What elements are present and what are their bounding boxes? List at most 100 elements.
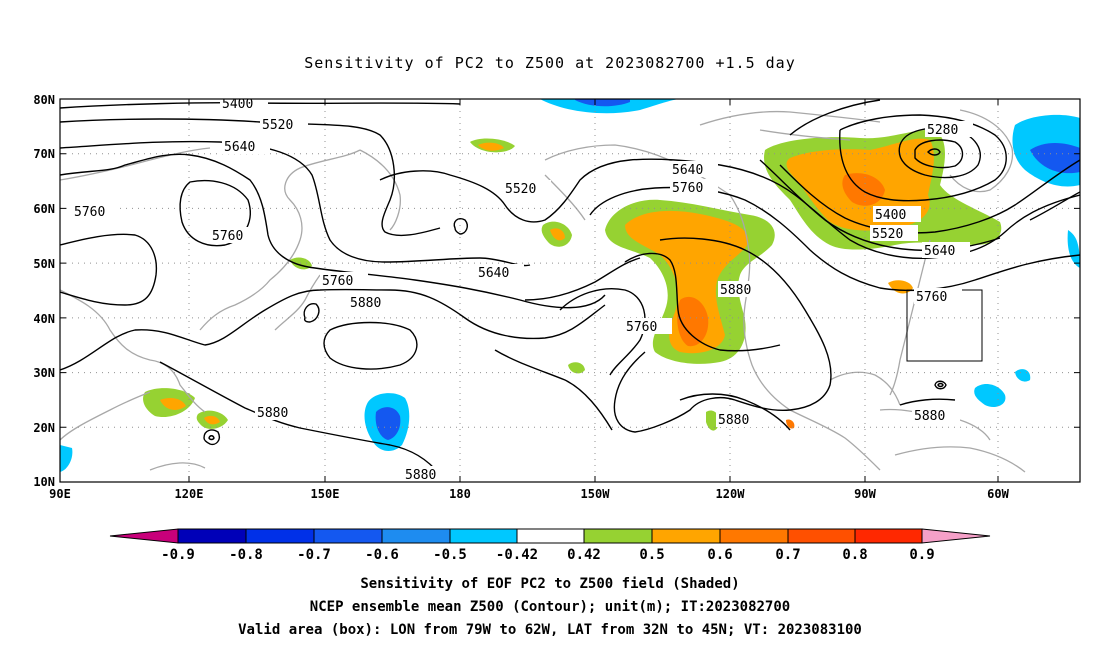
figure-title: Sensitivity of PC2 to Z500 at 2023082700… xyxy=(304,54,796,72)
contour-label: 5760 xyxy=(72,203,120,220)
colorbar-label: -0.9 xyxy=(161,547,195,563)
shade-neg-arctic-core xyxy=(575,99,630,107)
colorbar-cell xyxy=(245,528,315,544)
contour-label: 5520 xyxy=(870,225,918,242)
lat-label: 70N xyxy=(33,147,55,161)
contour-5880-na-ridge xyxy=(559,252,781,376)
contour-label-text: 5760 xyxy=(212,229,243,244)
map-panel: 5400 5520 5640 5760 5760 5520 5760 5880 … xyxy=(60,99,1080,483)
colorbar-label: 0.6 xyxy=(707,547,732,563)
lat-ticks-left xyxy=(60,98,66,483)
contour-labels: 5400 5520 5640 5760 5760 5520 5760 5880 … xyxy=(72,99,973,483)
contour-5520-ridge xyxy=(779,99,1080,234)
contour-label-text: 5880 xyxy=(720,283,751,298)
coast-asia xyxy=(60,147,361,413)
contour-label: 5880 xyxy=(348,294,396,311)
contour-5880-na-loop xyxy=(613,237,832,433)
contour-label-text: 5880 xyxy=(350,296,381,311)
shade-pos-aleutian-core xyxy=(550,228,565,241)
contour-label: 5760 xyxy=(624,318,672,335)
lon-label: 120W xyxy=(716,487,746,501)
contour-label: 5400 xyxy=(220,99,268,112)
contour-label-text: 5520 xyxy=(262,118,293,133)
lon-label: 90W xyxy=(854,487,876,501)
contour-label-text: 5760 xyxy=(916,290,947,305)
shade-neg-arctic xyxy=(540,99,680,114)
graticule xyxy=(60,99,1080,482)
contour-label-text: 5760 xyxy=(672,181,703,196)
colorbar-cell xyxy=(921,528,991,544)
contour-5400-ridge xyxy=(839,114,1007,202)
caption-line-2: NCEP ensemble mean Z500 (Contour); unit(… xyxy=(310,599,790,615)
lat-label: 60N xyxy=(33,202,55,216)
coast-japan xyxy=(274,274,321,331)
caption-line-1: Sensitivity of EOF PC2 to Z500 field (Sh… xyxy=(360,576,739,592)
contour-5760-central xyxy=(524,257,641,301)
contour-5880-south xyxy=(159,361,441,476)
colorbar-label: -0.6 xyxy=(365,547,399,563)
colorbar-cell xyxy=(177,528,247,544)
colorbar-cell xyxy=(651,528,721,544)
contour-5520-top xyxy=(60,118,441,237)
shade-pos-north-america-core xyxy=(625,210,749,354)
contour-label: 5640 xyxy=(670,161,718,178)
lon-labels: 90E 120E 150E 180 150W 120W 90W 60W xyxy=(49,487,1009,501)
colorbar-cell xyxy=(313,528,383,544)
shade-neg-atlantic-2 xyxy=(1067,230,1080,268)
contour-5280-inner xyxy=(914,139,964,169)
colorbar-cell xyxy=(719,528,789,544)
coast-south-america xyxy=(894,446,1026,473)
contour-5760-asia-main xyxy=(60,153,606,309)
lat-label: 40N xyxy=(33,312,55,326)
shade-pos-mexico-coast xyxy=(706,410,720,431)
coast-gulf xyxy=(829,371,901,406)
contour-label: 5880 xyxy=(716,411,764,428)
lon-ticks-top xyxy=(59,99,999,105)
contour-label-text: 5640 xyxy=(478,266,509,281)
contour-label-text: 5520 xyxy=(505,182,536,197)
contour-5880-philippine-ring xyxy=(203,429,220,446)
lat-label: 20N xyxy=(33,421,55,435)
contour-label-text: 5640 xyxy=(924,244,955,259)
contour-5880-pacific-band xyxy=(60,288,606,371)
contour-label-text: 5760 xyxy=(74,205,105,220)
contour-5640-top xyxy=(60,140,531,267)
contour-5280-core xyxy=(927,148,941,156)
colorbar-cell xyxy=(381,528,451,544)
contour-5760-asia-loop xyxy=(179,179,251,247)
lon-ticks-bottom xyxy=(59,476,999,482)
coast-alaska xyxy=(544,144,731,221)
contour-5760-mid xyxy=(589,186,1080,292)
contour-label-text: 5760 xyxy=(626,320,657,335)
lat-label: 10N xyxy=(33,475,55,489)
colorbar-label: -0.8 xyxy=(229,547,263,563)
colorbar-label: -0.7 xyxy=(297,547,331,563)
colorbar-label: 0.5 xyxy=(639,547,664,563)
coast-greenland xyxy=(949,109,1014,193)
lat-labels: 80N 70N 60N 50N 40N 30N 20N 10N xyxy=(33,93,55,489)
lat-label: 50N xyxy=(33,257,55,271)
contour-label: 5400 xyxy=(873,206,921,223)
contour-label-text: 5880 xyxy=(405,468,436,483)
colorbar-label: 0.7 xyxy=(775,547,800,563)
contour-label: 5520 xyxy=(503,180,551,197)
contour-label-text: 5880 xyxy=(718,413,749,428)
colorbar-label: 0.42 xyxy=(567,547,601,563)
lat-ticks-right xyxy=(1074,98,1080,483)
coast-west-na xyxy=(729,194,791,411)
colorbar-label: -0.5 xyxy=(433,547,467,563)
lon-label: 180 xyxy=(449,487,471,501)
contour-label: 5880 xyxy=(718,281,766,298)
colorbar-labels: -0.9 -0.8 -0.7 -0.6 -0.5 -0.42 0.42 0.5 … xyxy=(161,547,935,563)
contour-label-text: 5280 xyxy=(927,123,958,138)
colorbar-label: -0.42 xyxy=(496,547,538,563)
contour-label: 5760 xyxy=(914,288,962,305)
contour-label: 5880 xyxy=(255,404,303,421)
contour-label: 5640 xyxy=(922,242,970,259)
colorbar-cell xyxy=(516,528,585,544)
shade-neg-subtropical-atlantic xyxy=(974,384,1006,407)
shade-pos-philippine-sea-core xyxy=(204,415,220,425)
lon-label: 120E xyxy=(175,487,204,501)
lon-label: 150W xyxy=(581,487,611,501)
